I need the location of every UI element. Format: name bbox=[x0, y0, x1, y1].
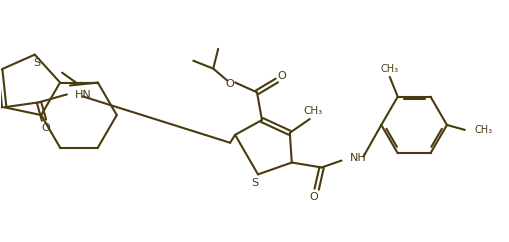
Text: NH: NH bbox=[349, 152, 365, 163]
Text: O: O bbox=[42, 123, 50, 133]
Text: CH₃: CH₃ bbox=[302, 106, 322, 116]
Text: S: S bbox=[33, 58, 40, 68]
Text: CH₃: CH₃ bbox=[474, 125, 492, 135]
Text: O: O bbox=[308, 192, 318, 202]
Text: CH₃: CH₃ bbox=[380, 64, 398, 74]
Text: O: O bbox=[277, 70, 286, 81]
Text: S: S bbox=[251, 178, 258, 188]
Text: HN: HN bbox=[75, 91, 92, 100]
Text: O: O bbox=[225, 79, 234, 90]
